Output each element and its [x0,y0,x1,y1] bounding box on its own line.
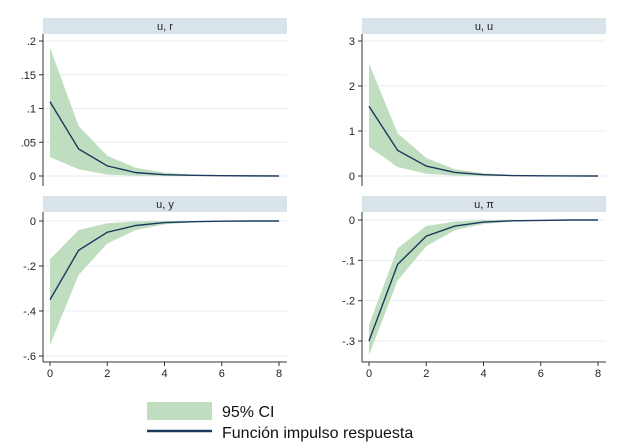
y-tick-label: .15 [21,70,36,82]
x-tick-label: 4 [480,368,486,380]
y-tick-label: 3 [349,36,355,48]
panel: u, π -.3 -.2 -.1 0 0 2 4 6 8 [342,196,606,380]
x-tick-label: 2 [423,368,429,380]
panel-title: u, r [157,21,173,33]
x-tick-label: 0 [366,368,372,380]
y-tick-label: 0 [349,171,355,183]
ci-band [369,63,598,176]
y-tick-label: -.6 [23,351,36,363]
y-tick-label: .1 [27,104,36,116]
y-tick-label: -.2 [342,296,355,308]
y-tick-label: 0 [30,171,36,183]
irf-line [368,219,598,342]
x-tick-label: 2 [104,368,110,380]
legend-ci-label: 95% CI [222,404,274,421]
irf-line [49,101,280,177]
legend: 95% CI Función impulso respuesta [147,402,413,442]
legend-line-label: Función impulso respuesta [222,425,413,442]
legend-ci-swatch [147,402,212,420]
panel: u, y -.6 -.4 -.2 0 0 2 4 6 8 [23,196,287,380]
x-tick-label: 8 [595,368,601,380]
x-tick-label: 0 [47,368,53,380]
panel: u, u 0 1 2 3 [349,18,606,186]
panel-title: u, π [474,199,494,211]
x-tick-label: 6 [538,368,544,380]
y-tick-label: -.4 [23,306,36,318]
ci-band [50,47,279,176]
ci-band [369,220,598,356]
panel-header [362,18,606,34]
ci-band [50,221,279,345]
y-tick-label: -.3 [342,336,355,348]
y-tick-label: 0 [30,216,36,228]
panel: u, r 0 .05 .1 .15 .2 [21,18,287,186]
panel-header [362,196,606,212]
y-tick-label: 2 [349,81,355,93]
panel-title: u, y [156,199,174,211]
panel-header [43,196,287,212]
y-tick-label: .05 [21,137,36,149]
y-tick-label: -.2 [23,261,36,273]
y-tick-label: 1 [349,126,355,138]
x-tick-label: 6 [219,368,225,380]
y-tick-label: .2 [27,36,36,48]
x-tick-label: 8 [276,368,282,380]
panel-header [43,18,287,34]
x-tick-label: 4 [161,368,167,380]
y-tick-label: 0 [349,215,355,227]
panel-title: u, u [475,21,493,33]
irf-line [49,220,279,301]
irf-line [368,105,599,177]
y-tick-label: -.1 [342,255,355,267]
